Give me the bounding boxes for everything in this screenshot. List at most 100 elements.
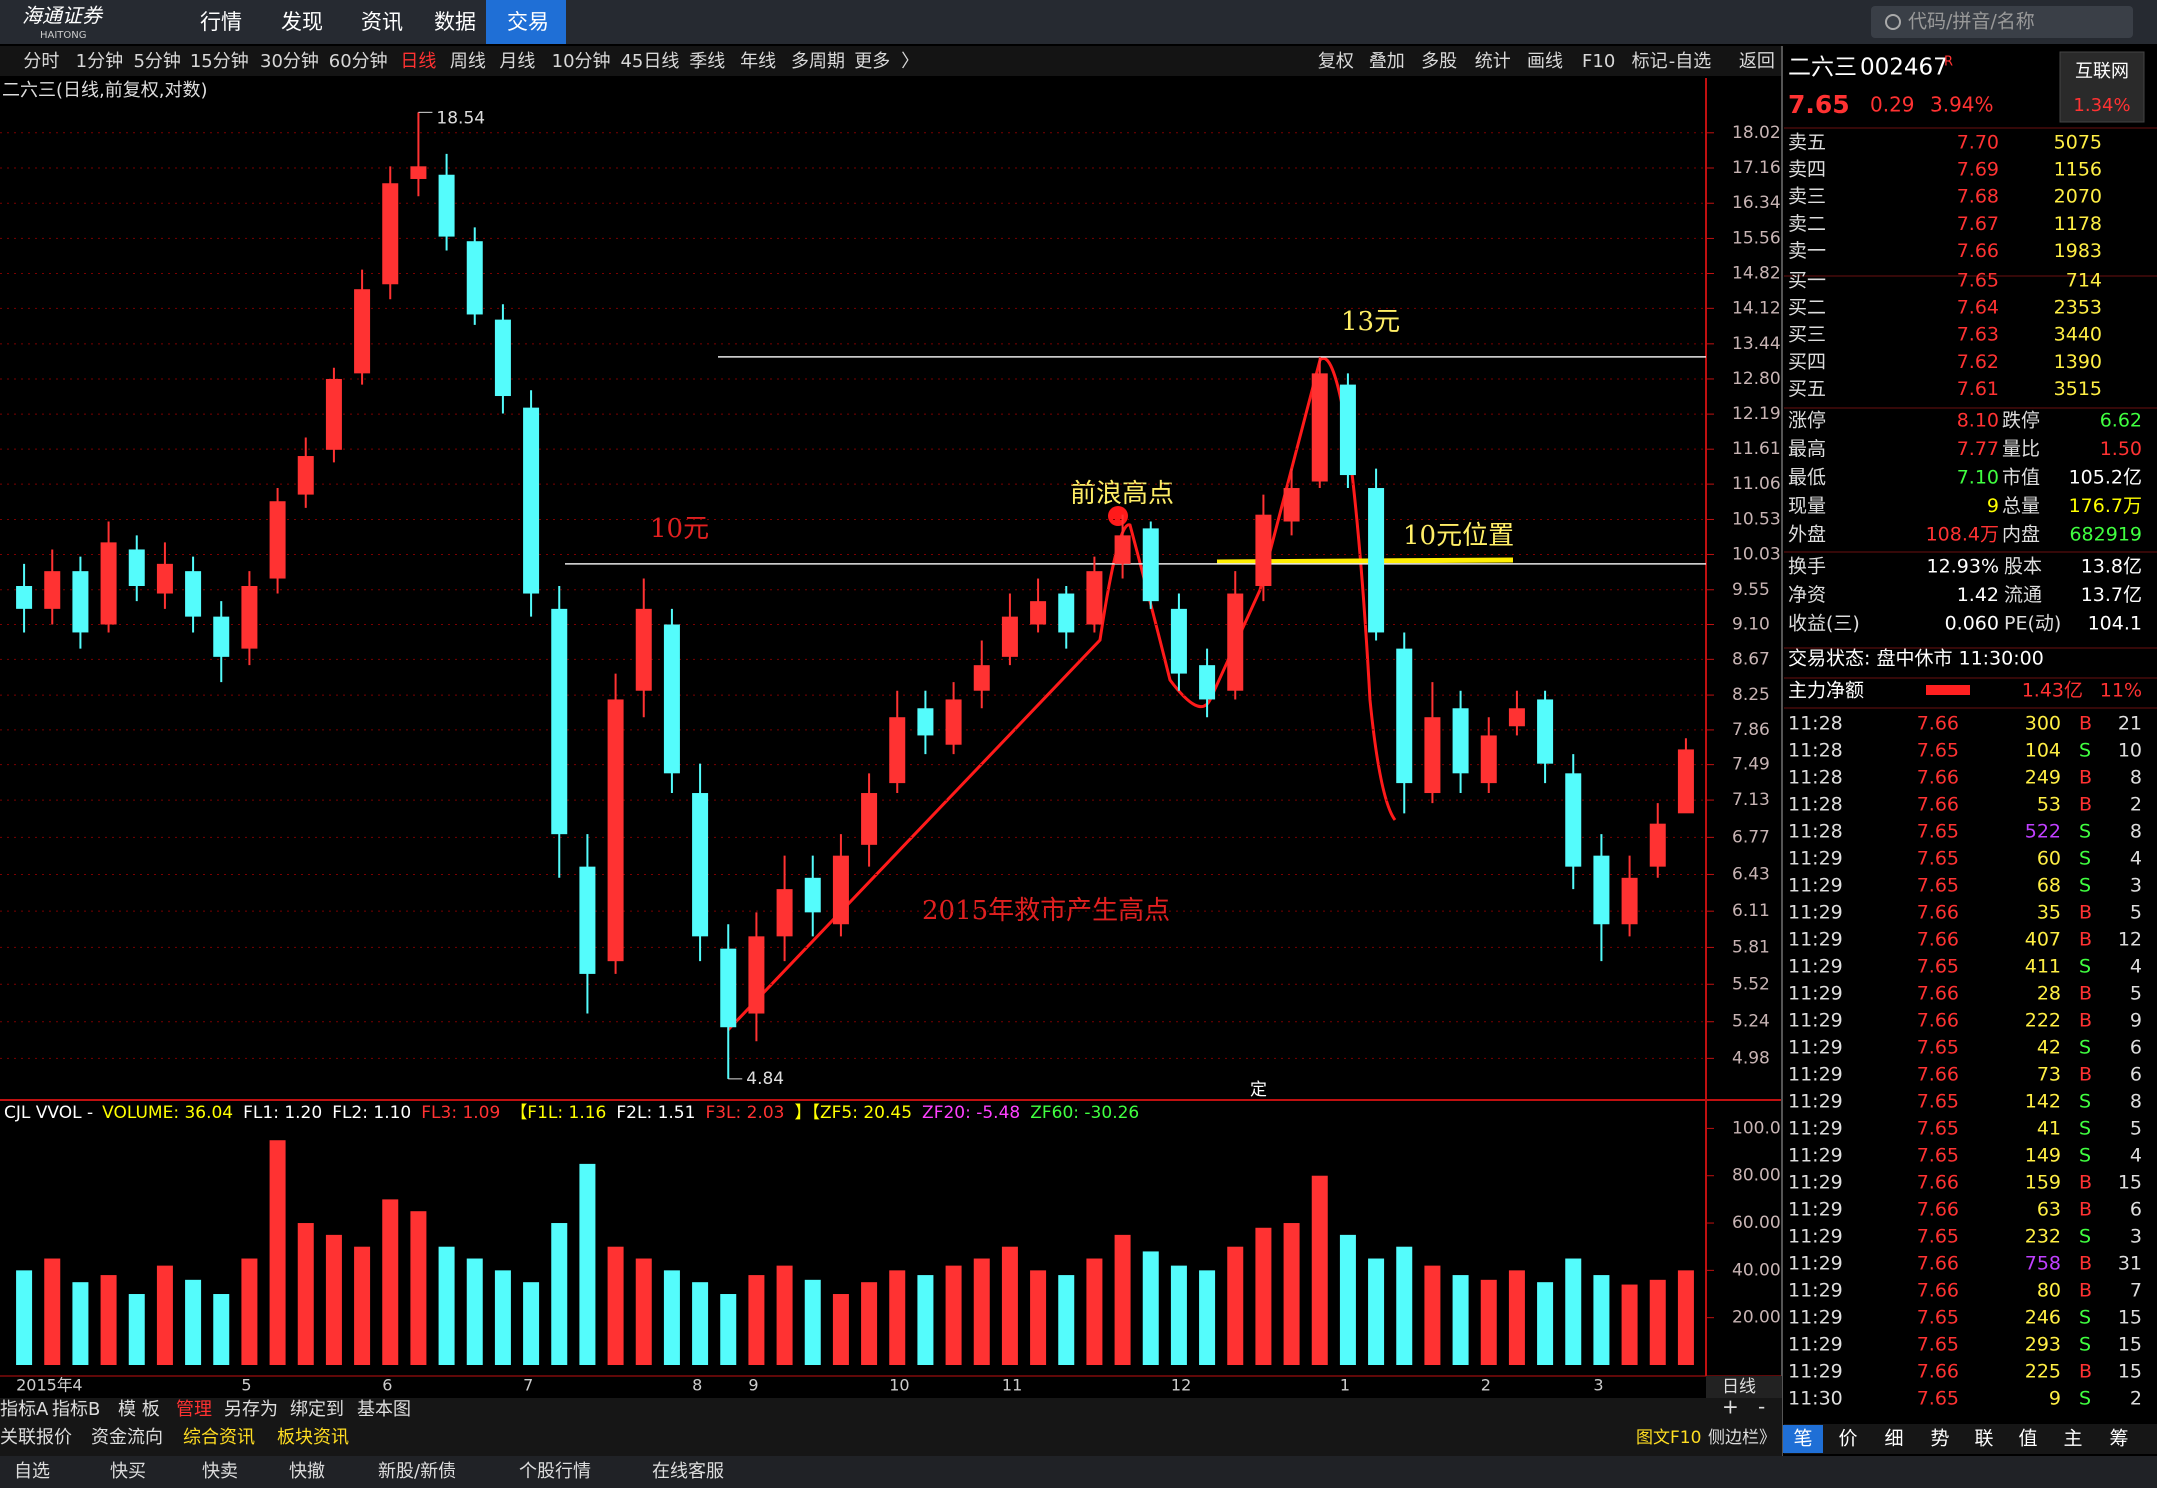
bottom-item[interactable]: 管理 [176,1399,212,1420]
candle-body [748,936,765,1014]
volume-bar [1452,1275,1469,1365]
toolbar-item[interactable]: F10 [1582,51,1615,72]
bottom-item[interactable]: 指标A [0,1399,49,1420]
candle-body [692,793,709,937]
volume-bar [1537,1282,1554,1365]
tab[interactable]: 细 [1884,1428,1903,1450]
toolbar-item[interactable]: 叠加 [1369,51,1405,72]
toolbar-item[interactable]: 〉 [901,51,919,72]
bottom-item[interactable]: 资金流向 [91,1427,163,1448]
toolbar-item[interactable]: 复权 [1318,51,1354,72]
toolbar-item[interactable]: 季线 [689,51,725,72]
tab[interactable]: 价 [1838,1428,1857,1450]
search-box[interactable] [1871,6,2133,38]
volume-bar [1227,1246,1244,1365]
tick-count: 2 [2130,1388,2142,1410]
bottom-item[interactable]: 模 板 [118,1399,160,1420]
book-label: 买五 [1788,378,1826,400]
tick-time: 11:29 [1788,1307,1843,1329]
y-tick-label: 7.13 [1732,790,1770,810]
menu-item[interactable]: 数据 [434,10,476,34]
volume-bar [1114,1234,1131,1365]
y-tick-label: 11.06 [1732,474,1781,494]
trade-item[interactable]: 个股行情 [519,1461,591,1482]
toolbar-item[interactable]: 30分钟 [260,51,319,72]
toolbar-item[interactable]: 45日线 [620,51,679,72]
indicator-part: ZF60: -30.26 [1030,1103,1139,1123]
toolbar-item[interactable]: 返回 [1739,51,1775,72]
tick-side: B [2079,1199,2092,1221]
toolbar-item[interactable]: 15分钟 [190,51,249,72]
candle-body [1086,571,1103,625]
tick-side: S [2079,1145,2091,1167]
tab[interactable]: 筹 [2109,1428,2128,1450]
trade-item[interactable]: 快撤 [289,1461,325,1482]
tick-time: 11:29 [1788,1064,1843,1086]
tick-side: B [2079,1253,2092,1275]
sector-box[interactable] [2059,51,2145,123]
toolbar-item[interactable]: 10分钟 [552,51,611,72]
bottom-item[interactable]: 指标B [52,1399,100,1420]
menu-item[interactable]: 资讯 [361,10,403,34]
book-label: 卖二 [1788,213,1826,235]
trade-item[interactable]: 快买 [110,1461,146,1482]
toolbar-item[interactable]: 多股 [1421,51,1457,72]
trade-status: 交易状态: 盘中休市 11:30:00 [1788,648,2044,670]
toolbar-item[interactable]: 更多 [854,51,890,72]
flow-label: 主力净额 [1788,680,1864,702]
trade-item[interactable]: 快卖 [202,1461,238,1482]
hand-drawn-line [726,356,1397,1032]
bottom-item[interactable]: 综合资讯 [183,1427,255,1448]
toolbar-item[interactable]: 画线 [1527,51,1563,72]
candle-body [72,571,89,633]
toolbar-item[interactable]: 分时 [23,51,59,72]
toolbar-item[interactable]: -自选 [1669,51,1712,72]
stat-label: 总量 [2002,495,2040,517]
toolbar-item[interactable]: 周线 [450,51,486,72]
toolbar-item[interactable]: 多周期 [791,51,845,72]
candle-body [1199,665,1216,700]
bottom-item[interactable]: 板块资讯 [277,1427,349,1448]
tab[interactable]: 势 [1930,1428,1949,1450]
tab[interactable]: 笔 [1793,1428,1812,1450]
bottom-item[interactable]: 关联报价 [0,1427,72,1448]
tick-time: 11:29 [1788,983,1843,1005]
menu-item[interactable]: 行情 [200,10,242,34]
tick-volume: 293 [2025,1334,2061,1356]
tick-time: 11:29 [1788,1334,1843,1356]
bottom-item[interactable]: - [1758,1395,1765,1419]
toolbar-item[interactable]: 标记 [1632,51,1668,72]
tick-price: 7.66 [1917,1199,1959,1221]
menu-item[interactable]: 发现 [281,10,323,34]
bottom-item[interactable]: + [1722,1395,1739,1419]
bottom-item[interactable]: 图文F10 [1636,1428,1701,1448]
bottom-item[interactable]: 绑定到 [290,1399,344,1420]
tick-time: 11:28 [1788,821,1843,843]
bottom-item[interactable]: 侧边栏》 [1708,1428,1776,1448]
trade-item[interactable]: 在线客服 [652,1461,724,1482]
candle-body [494,319,511,397]
trade-item[interactable]: 自选 [14,1461,50,1482]
toolbar-item[interactable]: 60分钟 [329,51,388,72]
toolbar-item[interactable]: 5分钟 [133,51,180,72]
flow-value: 1.43亿 [2022,680,2083,702]
trade-item[interactable]: 新股/新债 [378,1461,456,1482]
bottom-item[interactable]: 基本图 [357,1399,411,1420]
toolbar-item[interactable]: 1分钟 [76,51,123,72]
tab[interactable]: 联 [1974,1428,1993,1450]
toolbar-item[interactable]: 年线 [740,51,776,72]
tab[interactable]: 主 [2063,1428,2082,1450]
candle-body [663,624,680,774]
indicator-part: FL1: 1.20 [243,1103,322,1123]
volume-bar [1508,1270,1525,1365]
tab[interactable]: 值 [2018,1428,2037,1450]
toolbar-item[interactable]: 日线 [400,51,436,72]
toolbar-item[interactable]: 月线 [499,51,535,72]
annotation: 前浪高点 [1070,479,1174,509]
toolbar-item[interactable]: 统计 [1475,51,1511,72]
menu-item[interactable]: 交易 [507,10,549,34]
tick-count: 5 [2130,1118,2142,1140]
tick-count: 8 [2130,1091,2142,1113]
bottom-item[interactable]: 另存为 [224,1399,278,1420]
x-tick-label: 5 [241,1376,251,1395]
